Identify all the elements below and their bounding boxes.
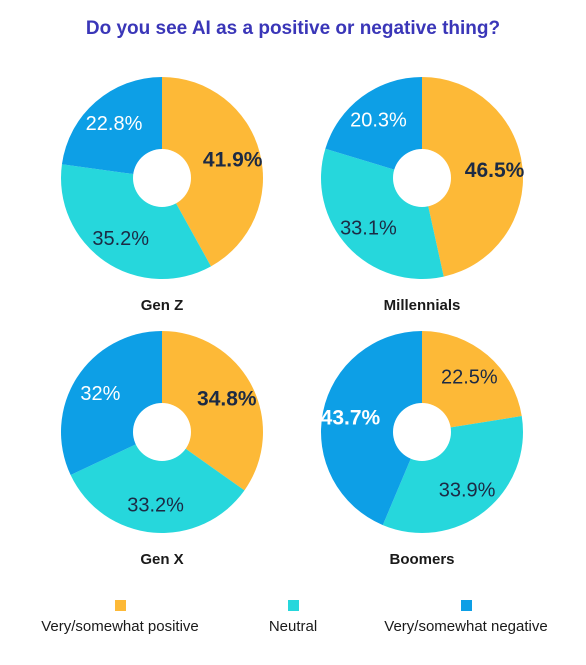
donut-group-label: Millennials — [384, 297, 461, 314]
slice-value-label: 33.2% — [127, 495, 184, 517]
slice-value-label: 22.8% — [86, 113, 143, 135]
legend: Very/somewhat positive Neutral Very/some… — [0, 600, 586, 650]
slice-value-label: 43.7% — [321, 407, 381, 430]
slice-value-label: 41.9% — [203, 149, 263, 172]
donut-slice-neutral — [70, 432, 245, 533]
donut-charts: Gen Z Millennials Gen X 41.9% 35.2% 22.8% 46.5… — [60, 77, 525, 568]
donut-slice-negative — [325, 77, 422, 178]
legend-item-neutral: Neutral — [213, 600, 373, 635]
donut-slice-positive — [422, 331, 522, 432]
legend-label-neutral: Neutral — [268, 618, 318, 635]
donut-hole — [133, 149, 191, 207]
slice-value-label: 35.2% — [92, 228, 149, 250]
chart-title: Do you see AI as a positive or negative … — [85, 18, 501, 39]
legend-swatch-negative — [460, 600, 472, 611]
slice-value-label: 33.1% — [340, 218, 397, 240]
slice-value-label: 22.5% — [441, 366, 498, 388]
donut-hole — [393, 149, 451, 207]
donut-slice-negative — [321, 330, 422, 526]
legend-item-negative: Very/somewhat negative — [366, 600, 566, 635]
donut-slice-positive — [162, 77, 263, 267]
slice-value-label: 46.5% — [465, 159, 525, 182]
donut-slice-neutral — [61, 164, 211, 279]
legend-swatch-positive — [114, 600, 126, 611]
legend-label-negative: Very/somewhat negative — [384, 618, 548, 635]
legend-item-positive: Very/somewhat positive — [20, 600, 220, 635]
donut-slice-positive — [162, 330, 263, 491]
donut-hole — [393, 403, 451, 461]
slice-value-label: 33.9% — [439, 479, 496, 501]
donut-slice-positive — [422, 77, 523, 277]
donut-group-label: Gen Z — [141, 297, 184, 314]
donut-group-label: Boomers — [389, 551, 454, 568]
slice-value-label: 32% — [80, 383, 120, 405]
donut-slice-negative — [61, 77, 162, 178]
legend-swatch-neutral — [287, 600, 299, 611]
slice-value-label: 34.8% — [197, 387, 257, 410]
donut-hole — [133, 403, 191, 461]
slice-value-label: 20.3% — [350, 109, 407, 131]
donut-group-label: Gen X — [140, 551, 183, 568]
legend-label-positive: Very/somewhat positive — [41, 618, 199, 635]
